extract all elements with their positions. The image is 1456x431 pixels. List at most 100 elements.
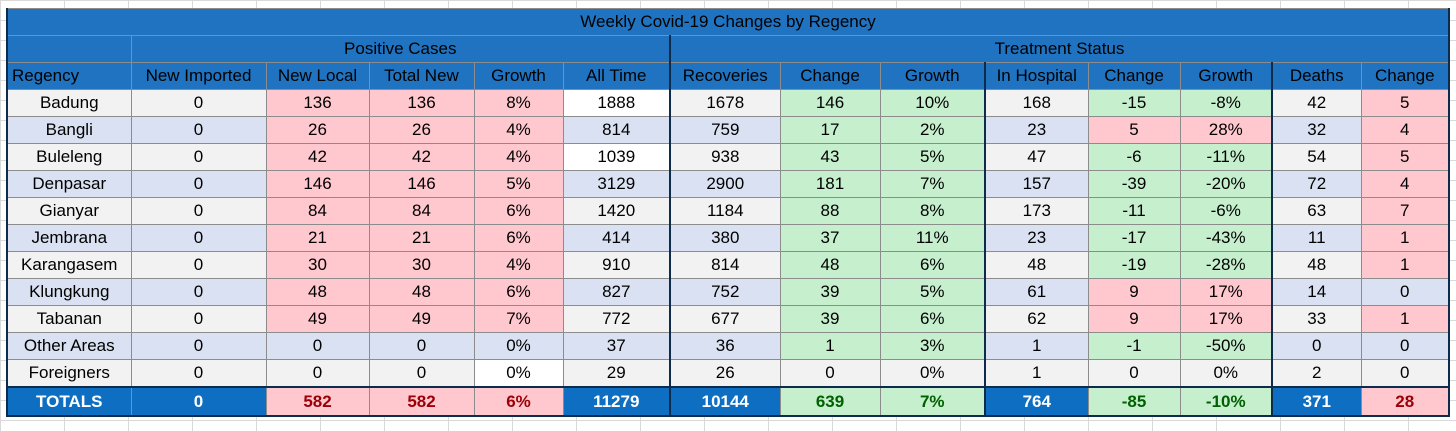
table-cell: 39 — [779, 278, 881, 306]
regency-name: Gianyar — [6, 197, 132, 225]
totals-row: TOTALS 0 582 582 6% 11279 10144 639 7% 764 -85 -10%… — [6, 386, 1451, 417]
table-cell: 7 — [1360, 197, 1451, 225]
table-cell: 48 — [779, 251, 881, 279]
table-cell: 48 — [1271, 251, 1362, 279]
table-cell: 0 — [130, 305, 267, 333]
table-cell: 910 — [562, 251, 671, 279]
table-cell: 0 — [779, 359, 881, 388]
table-cell: 11279 — [562, 386, 671, 417]
table-cell: 2 — [1271, 359, 1362, 388]
column-header: Growth — [1179, 62, 1273, 90]
table-cell: 28 — [1360, 386, 1451, 417]
table-cell: 772 — [562, 305, 671, 333]
table-cell: 3% — [879, 332, 986, 360]
table-row: Foreigners 0 0 0 0% 29 26 0 0% 1 0 0% 2 0 — [6, 359, 1451, 388]
table-cell: 17% — [1179, 305, 1273, 333]
table-row: Other Areas 0 0 0 0% 37 36 1 3% 1 -1 -50% 0 0 — [6, 332, 1451, 360]
table-cell: -39 — [1087, 170, 1181, 198]
table-cell: 10144 — [669, 386, 781, 417]
table-cell: 2900 — [669, 170, 781, 198]
table-cell: 639 — [779, 386, 881, 417]
column-header: Change — [1087, 62, 1181, 90]
table-cell: 21 — [368, 224, 475, 252]
table-cell: 6% — [879, 251, 986, 279]
table-cell: 1 — [1360, 305, 1451, 333]
covid-changes-table: Weekly Covid-19 Changes by Regency Posit… — [5, 8, 1451, 417]
table-cell: 21 — [265, 224, 370, 252]
table-cell: 380 — [669, 224, 781, 252]
group-header-positive: Positive Cases — [130, 35, 671, 63]
table-cell: 39 — [779, 305, 881, 333]
table-cell: 10% — [879, 89, 986, 117]
table-cell: 7% — [879, 170, 986, 198]
table-cell: 26 — [368, 116, 475, 144]
table-cell: 136 — [368, 89, 475, 117]
table-cell: 938 — [669, 143, 781, 171]
column-header: Change — [779, 62, 881, 90]
table-cell: 14 — [1271, 278, 1362, 306]
table-cell: 36 — [669, 332, 781, 360]
table-cell: 48 — [984, 251, 1089, 279]
table-cell: 157 — [984, 170, 1089, 198]
table-cell: 49 — [265, 305, 370, 333]
table-cell: 173 — [984, 197, 1089, 225]
table-cell: 1678 — [669, 89, 781, 117]
table-cell: 26 — [265, 116, 370, 144]
table-cell: 146 — [779, 89, 881, 117]
table-cell: 0 — [265, 359, 370, 388]
table-cell: -1 — [1087, 332, 1181, 360]
table-cell: 0 — [130, 224, 267, 252]
table-cell: 33 — [1271, 305, 1362, 333]
table-cell: 677 — [669, 305, 781, 333]
table-cell: 0 — [130, 116, 267, 144]
table-title: Weekly Covid-19 Changes by Regency — [5, 8, 1451, 36]
regency-name: Badung — [6, 89, 132, 117]
column-header: Deaths — [1271, 62, 1362, 90]
regency-name: Buleleng — [6, 143, 132, 171]
regency-name: Karangasem — [6, 251, 132, 279]
column-header: Total New — [368, 62, 475, 90]
regency-name: TOTALS — [6, 386, 132, 417]
table-row: Buleleng 0 42 42 4% 1039 938 43 5% 47 -6 -11% 54 5 — [6, 143, 1451, 171]
table-cell: 11% — [879, 224, 986, 252]
table-cell: 5% — [879, 143, 986, 171]
table-cell: 0 — [130, 386, 267, 417]
table-cell: 0 — [1360, 332, 1451, 360]
column-header: Recoveries — [669, 62, 781, 90]
table-cell: 1 — [779, 332, 881, 360]
table-cell: 827 — [562, 278, 671, 306]
table-cell: 0 — [130, 89, 267, 117]
table-cell: 28% — [1179, 116, 1273, 144]
column-header: New Imported — [130, 62, 267, 90]
table-cell: 47 — [984, 143, 1089, 171]
regency-name: Klungkung — [6, 278, 132, 306]
table-cell: 7% — [473, 305, 564, 333]
table-cell: 42 — [265, 143, 370, 171]
table-cell: 0 — [130, 359, 267, 388]
regency-name: Bangli — [6, 116, 132, 144]
table-cell: 0 — [130, 197, 267, 225]
column-header: New Local — [265, 62, 370, 90]
table-cell: -8% — [1179, 89, 1273, 117]
table-cell: 37 — [562, 332, 671, 360]
table-cell: 146 — [265, 170, 370, 198]
table-cell: 0 — [130, 170, 267, 198]
regency-name: Tabanan — [6, 305, 132, 333]
column-header: Growth — [879, 62, 986, 90]
table-cell: 84 — [265, 197, 370, 225]
table-cell: 4% — [473, 116, 564, 144]
table-row: Tabanan 0 49 49 7% 772 677 39 6% 62 9 17% 33 1 — [6, 305, 1451, 333]
table-cell: -6% — [1179, 197, 1273, 225]
table-cell: 6% — [473, 278, 564, 306]
column-header: Growth — [473, 62, 564, 90]
table-cell: 88 — [779, 197, 881, 225]
table-row: Karangasem 0 30 30 4% 910 814 48 6% 48 -19 -28% 48 1 — [6, 251, 1451, 279]
group-header-blank — [6, 35, 132, 63]
table-cell: 62 — [984, 305, 1089, 333]
regency-name: Jembrana — [6, 224, 132, 252]
table-cell: 146 — [368, 170, 475, 198]
table-cell: 48 — [265, 278, 370, 306]
table-cell: 582 — [368, 386, 475, 417]
table-cell: -10% — [1179, 386, 1273, 417]
table-cell: 0 — [130, 251, 267, 279]
